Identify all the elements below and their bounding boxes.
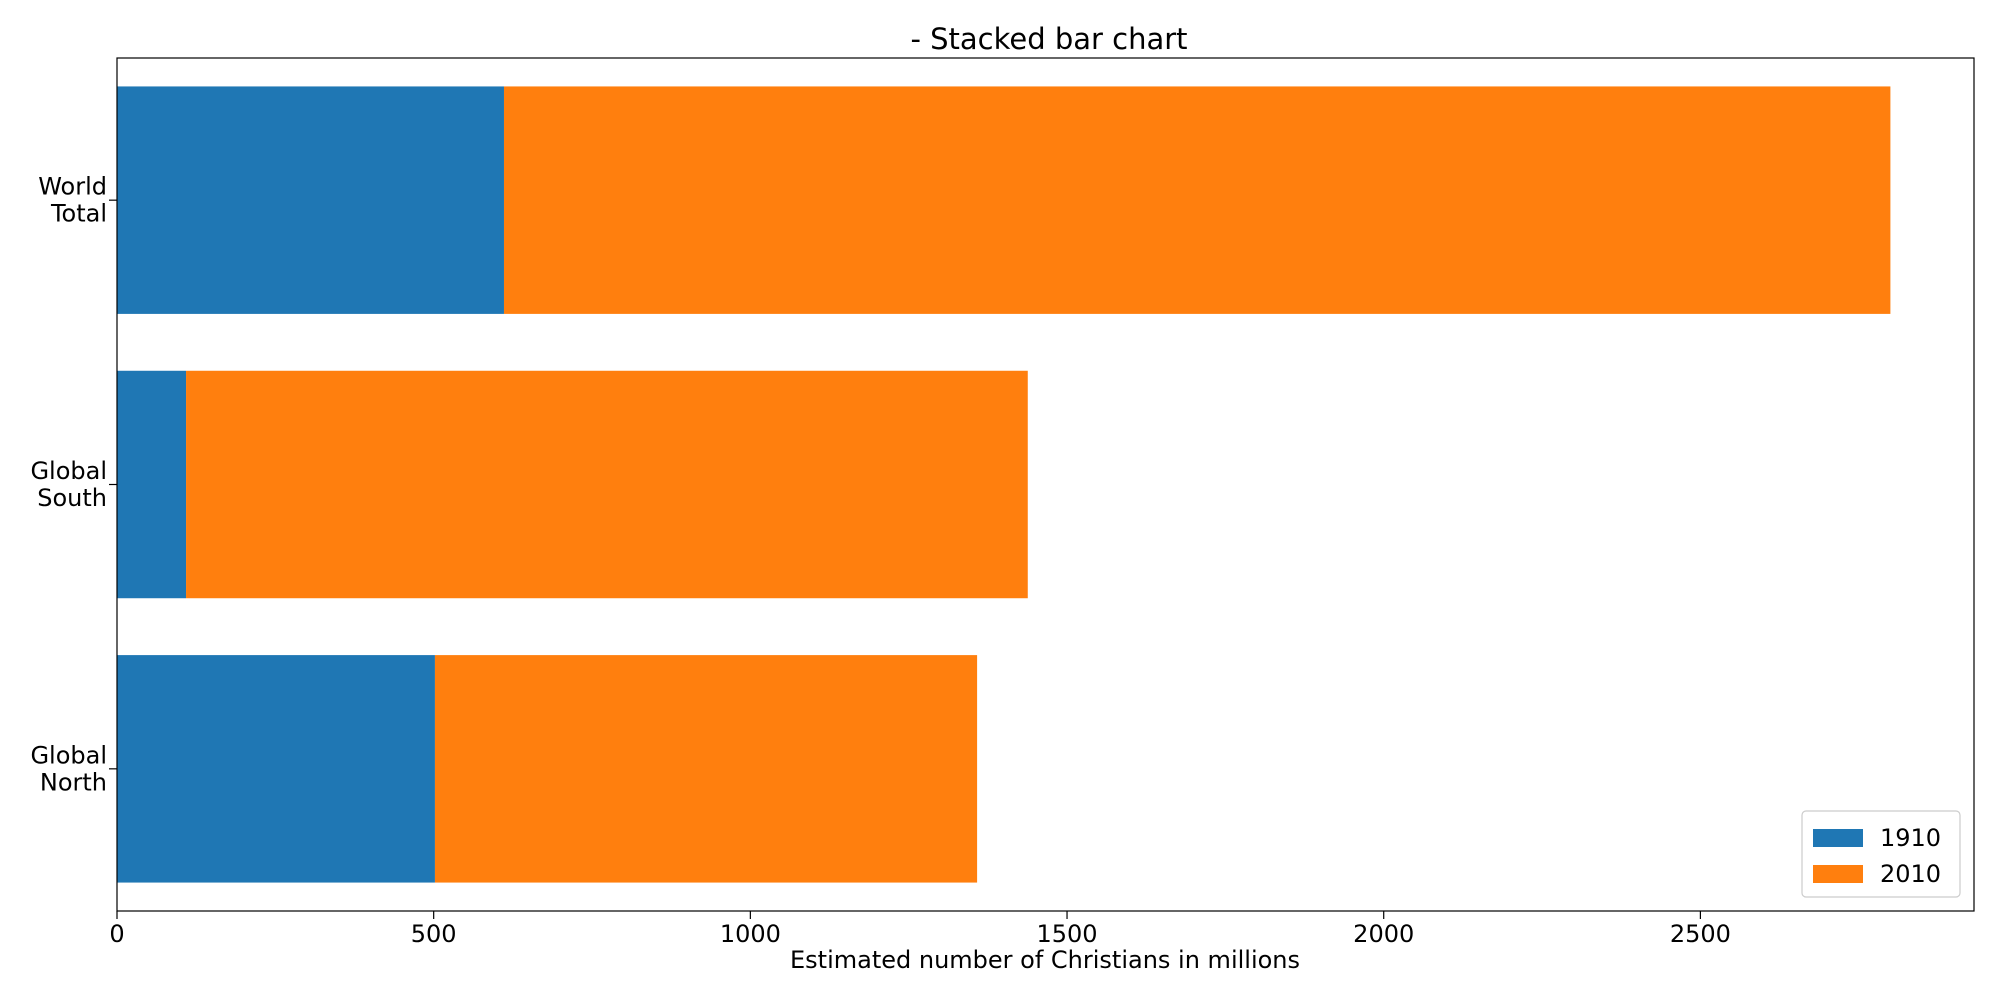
legend-label-1910: 1910 (1880, 824, 1941, 852)
x-axis: 0 500 1000 1500 2000 2500 (109, 911, 1731, 948)
bar-2010-global-north (434, 655, 978, 883)
y-axis: Global North Global South World Total (30, 173, 117, 796)
x-tick-label: 500 (411, 920, 457, 948)
legend: 1910 2010 (1801, 810, 1961, 898)
y-tick-label: Global South (30, 457, 107, 512)
x-tick-label: 2000 (1353, 920, 1414, 948)
bar-1910-global-north (117, 655, 435, 883)
y-tick-label: Global North (30, 741, 107, 796)
bar-1910-world-total (117, 86, 504, 314)
x-tick-label: 0 (109, 920, 124, 948)
y-tick-label: World Total (38, 173, 107, 228)
x-tick-label: 1000 (720, 920, 781, 948)
x-tick-label: 2500 (1670, 920, 1731, 948)
legend-label-2010: 2010 (1880, 860, 1941, 888)
legend-swatch-1910 (1813, 829, 1863, 847)
bars-layer (117, 86, 1891, 883)
chart-title: - Stacked bar chart (910, 22, 1187, 56)
bar-2010-world-total (503, 86, 1891, 314)
bar-1910-global-south (117, 370, 187, 599)
legend-swatch-2010 (1813, 865, 1863, 883)
x-axis-label: Estimated number of Christians in millio… (790, 946, 1300, 974)
x-tick-label: 1500 (1036, 920, 1097, 948)
bar-2010-global-south (186, 370, 1028, 599)
